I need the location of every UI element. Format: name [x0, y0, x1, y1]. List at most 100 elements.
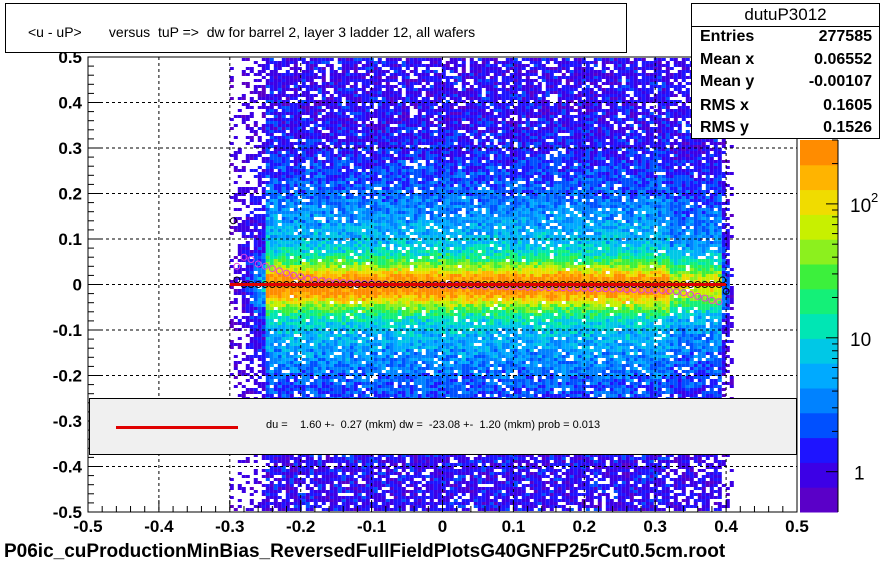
heatmap-cell [365, 358, 370, 361]
heatmap-cell [325, 457, 330, 460]
heatmap-cell [261, 322, 266, 325]
heatmap-cell [357, 307, 362, 310]
heatmap-cell [373, 493, 378, 496]
heatmap-cell [313, 196, 318, 199]
heatmap-cell [281, 319, 286, 322]
heatmap-cell [273, 235, 278, 238]
heatmap-cell [357, 376, 362, 379]
heatmap-cell [377, 298, 382, 301]
heatmap-cell [333, 169, 338, 172]
heatmap-cell [273, 295, 278, 298]
heatmap-cell [357, 58, 362, 61]
heatmap-cell [381, 115, 386, 118]
heatmap-cell [269, 358, 274, 361]
heatmap-cell [293, 118, 298, 121]
heatmap-cell [277, 76, 282, 79]
heatmap-cell [265, 160, 270, 163]
heatmap-cell [345, 103, 350, 106]
heatmap-cell [345, 142, 350, 145]
heatmap-cell [317, 202, 322, 205]
heatmap-cell [341, 457, 346, 460]
heatmap-cell [337, 61, 342, 64]
heatmap-cell [313, 292, 318, 295]
heatmap-cell [277, 388, 282, 391]
heatmap-cell [305, 310, 310, 313]
heatmap-cell [381, 292, 386, 295]
heatmap-cell [329, 490, 334, 493]
heatmap-cell [261, 388, 266, 391]
heatmap-cell [361, 307, 366, 310]
heatmap-cell [393, 142, 398, 145]
heatmap-cell [261, 352, 266, 355]
heatmap-cell [301, 337, 306, 340]
heatmap-cell [285, 487, 290, 490]
heatmap-cell [373, 238, 378, 241]
heatmap-cell [381, 220, 386, 223]
heatmap-cell [337, 169, 342, 172]
heatmap-cell [325, 85, 330, 88]
heatmap-cell [273, 202, 278, 205]
heatmap-cell [293, 457, 298, 460]
heatmap-cell [373, 97, 378, 100]
heatmap-cell [345, 295, 350, 298]
heatmap-cell [293, 277, 298, 280]
heatmap-cell [365, 217, 370, 220]
heatmap-cell [353, 82, 358, 85]
heatmap-cell [329, 295, 334, 298]
heatmap-cell [329, 343, 334, 346]
heatmap-cell [309, 469, 314, 472]
heatmap-cell [305, 466, 310, 469]
heatmap-cell [369, 193, 374, 196]
heatmap-cell [321, 103, 326, 106]
heatmap-cell [265, 373, 270, 376]
heatmap-cell [281, 226, 286, 229]
heatmap-cell [353, 262, 358, 265]
heatmap-cell [381, 298, 386, 301]
heatmap-cell [281, 358, 286, 361]
heatmap-cell [285, 313, 290, 316]
heatmap-cell [293, 136, 298, 139]
heatmap-cell [265, 502, 270, 505]
heatmap-cell [373, 115, 378, 118]
heatmap-cell [389, 337, 394, 340]
heatmap-cell [365, 91, 370, 94]
heatmap-cell [265, 286, 270, 289]
heatmap-cell [305, 169, 310, 172]
heatmap-cell [377, 133, 382, 136]
heatmap-cell [357, 67, 362, 70]
heatmap-cell [365, 373, 370, 376]
heatmap-cell [321, 343, 326, 346]
heatmap-cell [381, 349, 386, 352]
heatmap-cell [293, 148, 298, 151]
heatmap-cell [345, 301, 350, 304]
heatmap-cell [373, 382, 378, 385]
heatmap-cell [297, 169, 302, 172]
heatmap-cell [269, 382, 274, 385]
heatmap-cell [321, 199, 326, 202]
heatmap-cell [341, 130, 346, 133]
heatmap-cell [265, 499, 270, 502]
heatmap-cell [385, 346, 390, 349]
heatmap-cell [289, 253, 294, 256]
heatmap-cell [349, 271, 354, 274]
heatmap-cell [377, 211, 382, 214]
heatmap-cell [329, 502, 334, 505]
heatmap-cell [337, 457, 342, 460]
heatmap-cell [285, 244, 290, 247]
heatmap-cell [289, 490, 294, 493]
heatmap-cell [333, 76, 338, 79]
heatmap-cell [329, 205, 334, 208]
heatmap-cell [317, 310, 322, 313]
heatmap-cell [333, 118, 338, 121]
heatmap-cell [317, 454, 322, 457]
heatmap-cell [325, 139, 330, 142]
heatmap-cell [353, 58, 358, 61]
heatmap-cell [329, 103, 334, 106]
heatmap-cell [301, 364, 306, 367]
heatmap-cell [317, 142, 322, 145]
heatmap-cell [329, 334, 334, 337]
heatmap-cell [305, 307, 310, 310]
heatmap-cell [265, 463, 270, 466]
heatmap-cell [229, 154, 234, 157]
heatmap-cell [313, 328, 318, 331]
